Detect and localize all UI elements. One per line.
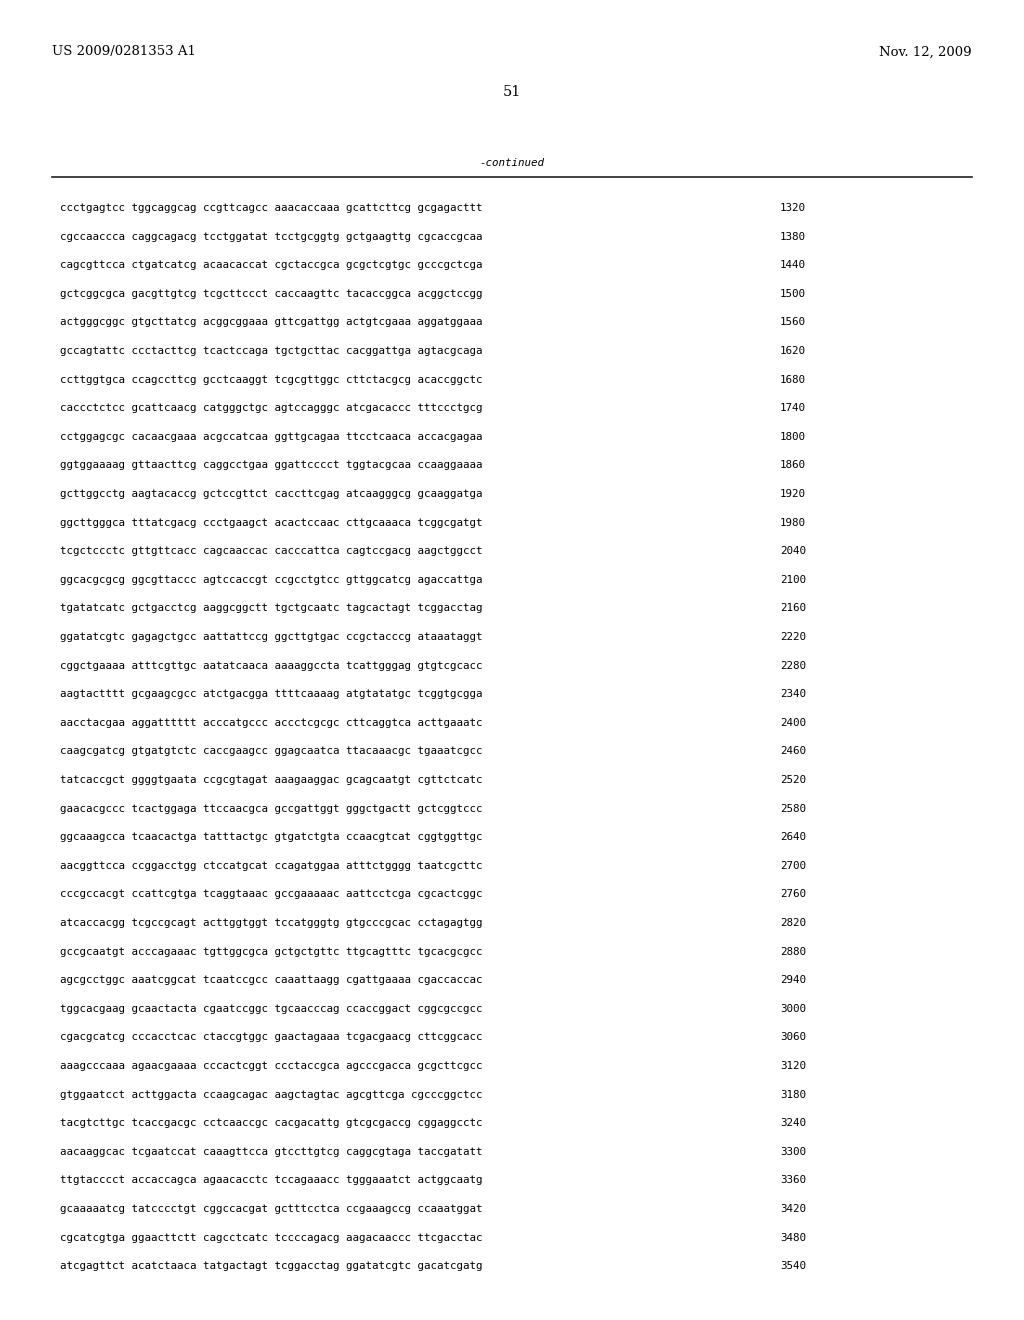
Text: 1920: 1920 bbox=[780, 488, 806, 499]
Text: 2520: 2520 bbox=[780, 775, 806, 785]
Text: aacggttcca ccggacctgg ctccatgcat ccagatggaa atttctgggg taatcgcttc: aacggttcca ccggacctgg ctccatgcat ccagatg… bbox=[60, 861, 482, 871]
Text: 1980: 1980 bbox=[780, 517, 806, 528]
Text: 51: 51 bbox=[503, 84, 521, 99]
Text: 3180: 3180 bbox=[780, 1089, 806, 1100]
Text: 2820: 2820 bbox=[780, 917, 806, 928]
Text: tacgtcttgc tcaccgacgc cctcaaccgc cacgacattg gtcgcgaccg cggaggcctc: tacgtcttgc tcaccgacgc cctcaaccgc cacgaca… bbox=[60, 1118, 482, 1129]
Text: cgacgcatcg cccacctcac ctaccgtggc gaactagaaa tcgacgaacg cttcggcacc: cgacgcatcg cccacctcac ctaccgtggc gaactag… bbox=[60, 1032, 482, 1043]
Text: 3240: 3240 bbox=[780, 1118, 806, 1129]
Text: 1620: 1620 bbox=[780, 346, 806, 356]
Text: ggcacgcgcg ggcgttaccc agtccaccgt ccgcctgtcc gttggcatcg agaccattga: ggcacgcgcg ggcgttaccc agtccaccgt ccgcctg… bbox=[60, 574, 482, 585]
Text: cggctgaaaa atttcgttgc aatatcaaca aaaaggccta tcattgggag gtgtcgcacc: cggctgaaaa atttcgttgc aatatcaaca aaaaggc… bbox=[60, 660, 482, 671]
Text: 2760: 2760 bbox=[780, 890, 806, 899]
Text: 3420: 3420 bbox=[780, 1204, 806, 1214]
Text: ggcttgggca tttatcgacg ccctgaagct acactccaac cttgcaaaca tcggcgatgt: ggcttgggca tttatcgacg ccctgaagct acactcc… bbox=[60, 517, 482, 528]
Text: 2460: 2460 bbox=[780, 746, 806, 756]
Text: 1680: 1680 bbox=[780, 375, 806, 384]
Text: tatcaccgct ggggtgaata ccgcgtagat aaagaaggac gcagcaatgt cgttctcatc: tatcaccgct ggggtgaata ccgcgtagat aaagaag… bbox=[60, 775, 482, 785]
Text: 3540: 3540 bbox=[780, 1261, 806, 1271]
Text: 2880: 2880 bbox=[780, 946, 806, 957]
Text: 2700: 2700 bbox=[780, 861, 806, 871]
Text: ggcaaagcca tcaacactga tatttactgc gtgatctgta ccaacgtcat cggtggttgc: ggcaaagcca tcaacactga tatttactgc gtgatct… bbox=[60, 832, 482, 842]
Text: cgcatcgtga ggaacttctt cagcctcatc tccccagacg aagacaaccc ttcgacctac: cgcatcgtga ggaacttctt cagcctcatc tccccag… bbox=[60, 1233, 482, 1242]
Text: 2340: 2340 bbox=[780, 689, 806, 700]
Text: 2220: 2220 bbox=[780, 632, 806, 642]
Text: 2100: 2100 bbox=[780, 574, 806, 585]
Text: gcttggcctg aagtacaccg gctccgttct caccttcgag atcaagggcg gcaaggatga: gcttggcctg aagtacaccg gctccgttct caccttc… bbox=[60, 488, 482, 499]
Text: actgggcggc gtgcttatcg acggcggaaa gttcgattgg actgtcgaaa aggatggaaa: actgggcggc gtgcttatcg acggcggaaa gttcgat… bbox=[60, 317, 482, 327]
Text: 1740: 1740 bbox=[780, 403, 806, 413]
Text: ggtggaaaag gttaacttcg caggcctgaa ggattcccct tggtacgcaa ccaaggaaaa: ggtggaaaag gttaacttcg caggcctgaa ggattcc… bbox=[60, 461, 482, 470]
Text: gcaaaaatcg tatcccctgt cggccacgat gctttcctca ccgaaagccg ccaaatggat: gcaaaaatcg tatcccctgt cggccacgat gctttcc… bbox=[60, 1204, 482, 1214]
Text: 2160: 2160 bbox=[780, 603, 806, 614]
Text: tgatatcatc gctgacctcg aaggcggctt tgctgcaatc tagcactagt tcggacctag: tgatatcatc gctgacctcg aaggcggctt tgctgca… bbox=[60, 603, 482, 614]
Text: ttgtacccct accaccagca agaacacctc tccagaaacc tgggaaatct actggcaatg: ttgtacccct accaccagca agaacacctc tccagaa… bbox=[60, 1175, 482, 1185]
Text: 2040: 2040 bbox=[780, 546, 806, 556]
Text: aagtactttt gcgaagcgcc atctgacgga ttttcaaaag atgtatatgc tcggtgcgga: aagtactttt gcgaagcgcc atctgacgga ttttcaa… bbox=[60, 689, 482, 700]
Text: gtggaatcct acttggacta ccaagcagac aagctagtac agcgttcga cgcccggctcc: gtggaatcct acttggacta ccaagcagac aagctag… bbox=[60, 1089, 482, 1100]
Text: ccttggtgca ccagccttcg gcctcaaggt tcgcgttggc cttctacgcg acaccggctc: ccttggtgca ccagccttcg gcctcaaggt tcgcgtt… bbox=[60, 375, 482, 384]
Text: tcgctccctc gttgttcacc cagcaaccac cacccattca cagtccgacg aagctggcct: tcgctccctc gttgttcacc cagcaaccac cacccat… bbox=[60, 546, 482, 556]
Text: 3000: 3000 bbox=[780, 1003, 806, 1014]
Text: cgccaaccca caggcagacg tcctggatat tcctgcggtg gctgaagttg cgcaccgcaa: cgccaaccca caggcagacg tcctggatat tcctgcg… bbox=[60, 231, 482, 242]
Text: atcgagttct acatctaaca tatgactagt tcggacctag ggatatcgtc gacatcgatg: atcgagttct acatctaaca tatgactagt tcggacc… bbox=[60, 1261, 482, 1271]
Text: 1560: 1560 bbox=[780, 317, 806, 327]
Text: -continued: -continued bbox=[479, 158, 545, 168]
Text: gccagtattc ccctacttcg tcactccaga tgctgcttac cacggattga agtacgcaga: gccagtattc ccctacttcg tcactccaga tgctgct… bbox=[60, 346, 482, 356]
Text: 2640: 2640 bbox=[780, 832, 806, 842]
Text: aacaaggcac tcgaatccat caaagttcca gtccttgtcg caggcgtaga taccgatatt: aacaaggcac tcgaatccat caaagttcca gtccttg… bbox=[60, 1147, 482, 1156]
Text: caagcgatcg gtgatgtctc caccgaagcc ggagcaatca ttacaaacgc tgaaatcgcc: caagcgatcg gtgatgtctc caccgaagcc ggagcaa… bbox=[60, 746, 482, 756]
Text: cctggagcgc cacaacgaaa acgccatcaa ggttgcagaa ttcctcaaca accacgagaa: cctggagcgc cacaacgaaa acgccatcaa ggttgca… bbox=[60, 432, 482, 442]
Text: tggcacgaag gcaactacta cgaatccggc tgcaacccag ccaccggact cggcgccgcc: tggcacgaag gcaactacta cgaatccggc tgcaacc… bbox=[60, 1003, 482, 1014]
Text: 1860: 1860 bbox=[780, 461, 806, 470]
Text: US 2009/0281353 A1: US 2009/0281353 A1 bbox=[52, 45, 196, 58]
Text: 3480: 3480 bbox=[780, 1233, 806, 1242]
Text: caccctctcc gcattcaacg catgggctgc agtccagggc atcgacaccc tttccctgcg: caccctctcc gcattcaacg catgggctgc agtccag… bbox=[60, 403, 482, 413]
Text: gccgcaatgt acccagaaac tgttggcgca gctgctgttc ttgcagtttc tgcacgcgcc: gccgcaatgt acccagaaac tgttggcgca gctgctg… bbox=[60, 946, 482, 957]
Text: gaacacgccc tcactggaga ttccaacgca gccgattggt gggctgactt gctcggtccc: gaacacgccc tcactggaga ttccaacgca gccgatt… bbox=[60, 804, 482, 813]
Text: 1380: 1380 bbox=[780, 231, 806, 242]
Text: Nov. 12, 2009: Nov. 12, 2009 bbox=[880, 45, 972, 58]
Text: atcaccacgg tcgccgcagt acttggtggt tccatgggtg gtgcccgcac cctagagtgg: atcaccacgg tcgccgcagt acttggtggt tccatgg… bbox=[60, 917, 482, 928]
Text: 3360: 3360 bbox=[780, 1175, 806, 1185]
Text: ccctgagtcc tggcaggcag ccgttcagcc aaacaccaaa gcattcttcg gcgagacttt: ccctgagtcc tggcaggcag ccgttcagcc aaacacc… bbox=[60, 203, 482, 213]
Text: agcgcctggc aaatcggcat tcaatccgcc caaattaagg cgattgaaaa cgaccaccac: agcgcctggc aaatcggcat tcaatccgcc caaatta… bbox=[60, 975, 482, 985]
Text: 3060: 3060 bbox=[780, 1032, 806, 1043]
Text: 1500: 1500 bbox=[780, 289, 806, 298]
Text: 3120: 3120 bbox=[780, 1061, 806, 1071]
Text: gctcggcgca gacgttgtcg tcgcttccct caccaagttc tacaccggca acggctccgg: gctcggcgca gacgttgtcg tcgcttccct caccaag… bbox=[60, 289, 482, 298]
Text: 2400: 2400 bbox=[780, 718, 806, 727]
Text: aaagcccaaa agaacgaaaa cccactcggt ccctaccgca agcccgacca gcgcttcgcc: aaagcccaaa agaacgaaaa cccactcggt ccctacc… bbox=[60, 1061, 482, 1071]
Text: 1440: 1440 bbox=[780, 260, 806, 271]
Text: 2580: 2580 bbox=[780, 804, 806, 813]
Text: 1800: 1800 bbox=[780, 432, 806, 442]
Text: ggatatcgtc gagagctgcc aattattccg ggcttgtgac ccgctacccg ataaataggt: ggatatcgtc gagagctgcc aattattccg ggcttgt… bbox=[60, 632, 482, 642]
Text: 2280: 2280 bbox=[780, 660, 806, 671]
Text: cagcgttcca ctgatcatcg acaacaccat cgctaccgca gcgctcgtgc gcccgctcga: cagcgttcca ctgatcatcg acaacaccat cgctacc… bbox=[60, 260, 482, 271]
Text: aacctacgaa aggatttttt acccatgccc accctcgcgc cttcaggtca acttgaaatc: aacctacgaa aggatttttt acccatgccc accctcg… bbox=[60, 718, 482, 727]
Text: 3300: 3300 bbox=[780, 1147, 806, 1156]
Text: 2940: 2940 bbox=[780, 975, 806, 985]
Text: cccgccacgt ccattcgtga tcaggtaaac gccgaaaaac aattcctcga cgcactcggc: cccgccacgt ccattcgtga tcaggtaaac gccgaaa… bbox=[60, 890, 482, 899]
Text: 1320: 1320 bbox=[780, 203, 806, 213]
